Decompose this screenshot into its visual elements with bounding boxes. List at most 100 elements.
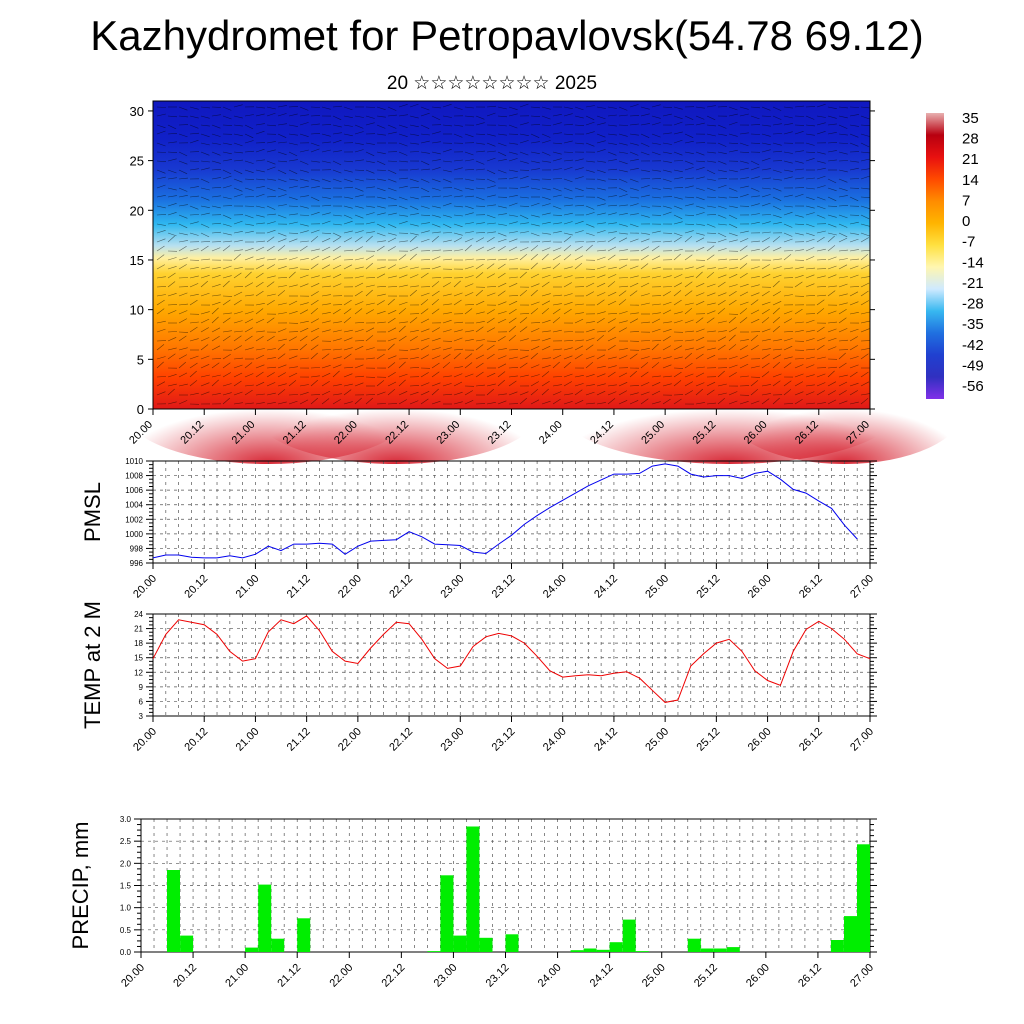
wind-barb bbox=[794, 105, 805, 108]
wind-barb bbox=[541, 319, 551, 324]
wind-barb bbox=[739, 194, 749, 198]
wind-barb bbox=[574, 318, 584, 324]
x-tick-label: 25.00 bbox=[640, 962, 668, 990]
wind-barb bbox=[794, 330, 804, 333]
wind-barb bbox=[431, 159, 441, 162]
x-tick-label: 21.00 bbox=[234, 726, 262, 754]
wind-barb bbox=[354, 322, 365, 324]
wind-barb bbox=[497, 124, 507, 127]
wind-barb bbox=[266, 275, 276, 279]
wind-barb bbox=[706, 205, 716, 208]
wind-barb bbox=[409, 186, 420, 189]
wind-barb bbox=[838, 283, 848, 288]
wind-barb bbox=[343, 237, 352, 243]
wind-barb bbox=[728, 290, 737, 297]
wind-barb bbox=[233, 169, 243, 175]
wind-barb bbox=[409, 142, 419, 145]
wind-barb bbox=[574, 195, 584, 198]
wind-barb bbox=[717, 106, 728, 108]
precip-bar bbox=[453, 935, 467, 952]
wind-barb bbox=[255, 335, 264, 342]
wind-barb bbox=[365, 327, 375, 333]
wind-barb bbox=[651, 104, 661, 108]
wind-barb bbox=[420, 112, 430, 117]
wind-barb bbox=[431, 382, 441, 387]
x-tick-label: 20.12 bbox=[182, 573, 210, 601]
wind-barb bbox=[662, 113, 672, 117]
wind-barb bbox=[277, 364, 287, 369]
wind-barb bbox=[618, 290, 627, 297]
wind-barb bbox=[453, 124, 463, 127]
wind-barb bbox=[706, 310, 716, 315]
wind-barb bbox=[266, 366, 277, 369]
wind-barb bbox=[200, 212, 210, 216]
wind-barb bbox=[651, 390, 661, 396]
wind-barb bbox=[189, 160, 200, 162]
wind-barb bbox=[860, 115, 870, 120]
wind-barb bbox=[530, 388, 539, 396]
wind-barb bbox=[552, 391, 562, 396]
wind-barb bbox=[508, 283, 518, 288]
wind-barb bbox=[453, 366, 463, 369]
wind-barb bbox=[222, 299, 231, 306]
wind-barb bbox=[838, 362, 847, 369]
wind-barb bbox=[761, 384, 771, 387]
wind-barb bbox=[750, 309, 760, 315]
wind-barb bbox=[673, 371, 682, 378]
wind-barb bbox=[596, 222, 606, 225]
wind-barb bbox=[717, 392, 727, 396]
wind-barb bbox=[310, 291, 319, 297]
wind-barb bbox=[497, 115, 508, 118]
wind-barb bbox=[805, 142, 815, 146]
wind-barb bbox=[530, 124, 541, 126]
x-tick-label: 27.00 bbox=[848, 726, 876, 754]
wind-barb bbox=[310, 178, 320, 182]
wind-barb bbox=[156, 195, 166, 198]
wind-barb bbox=[651, 275, 661, 279]
wind-barb bbox=[706, 133, 716, 137]
wind-barb bbox=[288, 271, 296, 279]
wind-barb bbox=[750, 400, 760, 405]
wind-barb bbox=[387, 212, 397, 216]
wind-barb bbox=[288, 394, 299, 396]
wind-barb bbox=[816, 390, 825, 396]
wind-barb bbox=[596, 133, 606, 138]
wind-barb bbox=[805, 319, 815, 324]
wind-barb bbox=[376, 300, 385, 306]
chart-title: Kazhydromet for Petropavlovsk(54.78 69.1… bbox=[90, 12, 924, 59]
wind-barb bbox=[299, 230, 309, 234]
wind-barb bbox=[772, 196, 782, 201]
wind-barb bbox=[860, 187, 870, 190]
wind-barb bbox=[266, 392, 276, 396]
wind-barb bbox=[629, 151, 639, 156]
wind-barb bbox=[695, 151, 705, 156]
wind-barb bbox=[827, 366, 838, 369]
wind-barb bbox=[838, 328, 848, 333]
wind-barb bbox=[728, 239, 738, 243]
precip-bar bbox=[167, 870, 180, 952]
wind-barb bbox=[288, 284, 298, 288]
wind-barb bbox=[519, 317, 528, 324]
wind-barb bbox=[277, 372, 286, 378]
wind-barb bbox=[739, 142, 749, 147]
wind-barb bbox=[750, 160, 760, 166]
wind-barb bbox=[827, 142, 838, 144]
wind-barb bbox=[420, 106, 430, 111]
wind-barb bbox=[607, 133, 617, 136]
wind-barb bbox=[739, 363, 749, 369]
wind-barb bbox=[728, 232, 738, 237]
wind-barb bbox=[420, 328, 430, 333]
wind-barb bbox=[332, 169, 342, 174]
y-tick-label: 20 bbox=[130, 203, 144, 218]
wind-barb bbox=[563, 308, 572, 315]
wind-barb bbox=[519, 374, 529, 378]
wind-barb bbox=[178, 347, 188, 351]
wind-barb bbox=[662, 328, 672, 333]
wind-barb bbox=[431, 214, 441, 218]
wind-barb bbox=[464, 169, 475, 171]
wind-barb bbox=[662, 240, 673, 243]
wind-barb bbox=[519, 313, 530, 315]
wind-barb bbox=[486, 214, 496, 219]
